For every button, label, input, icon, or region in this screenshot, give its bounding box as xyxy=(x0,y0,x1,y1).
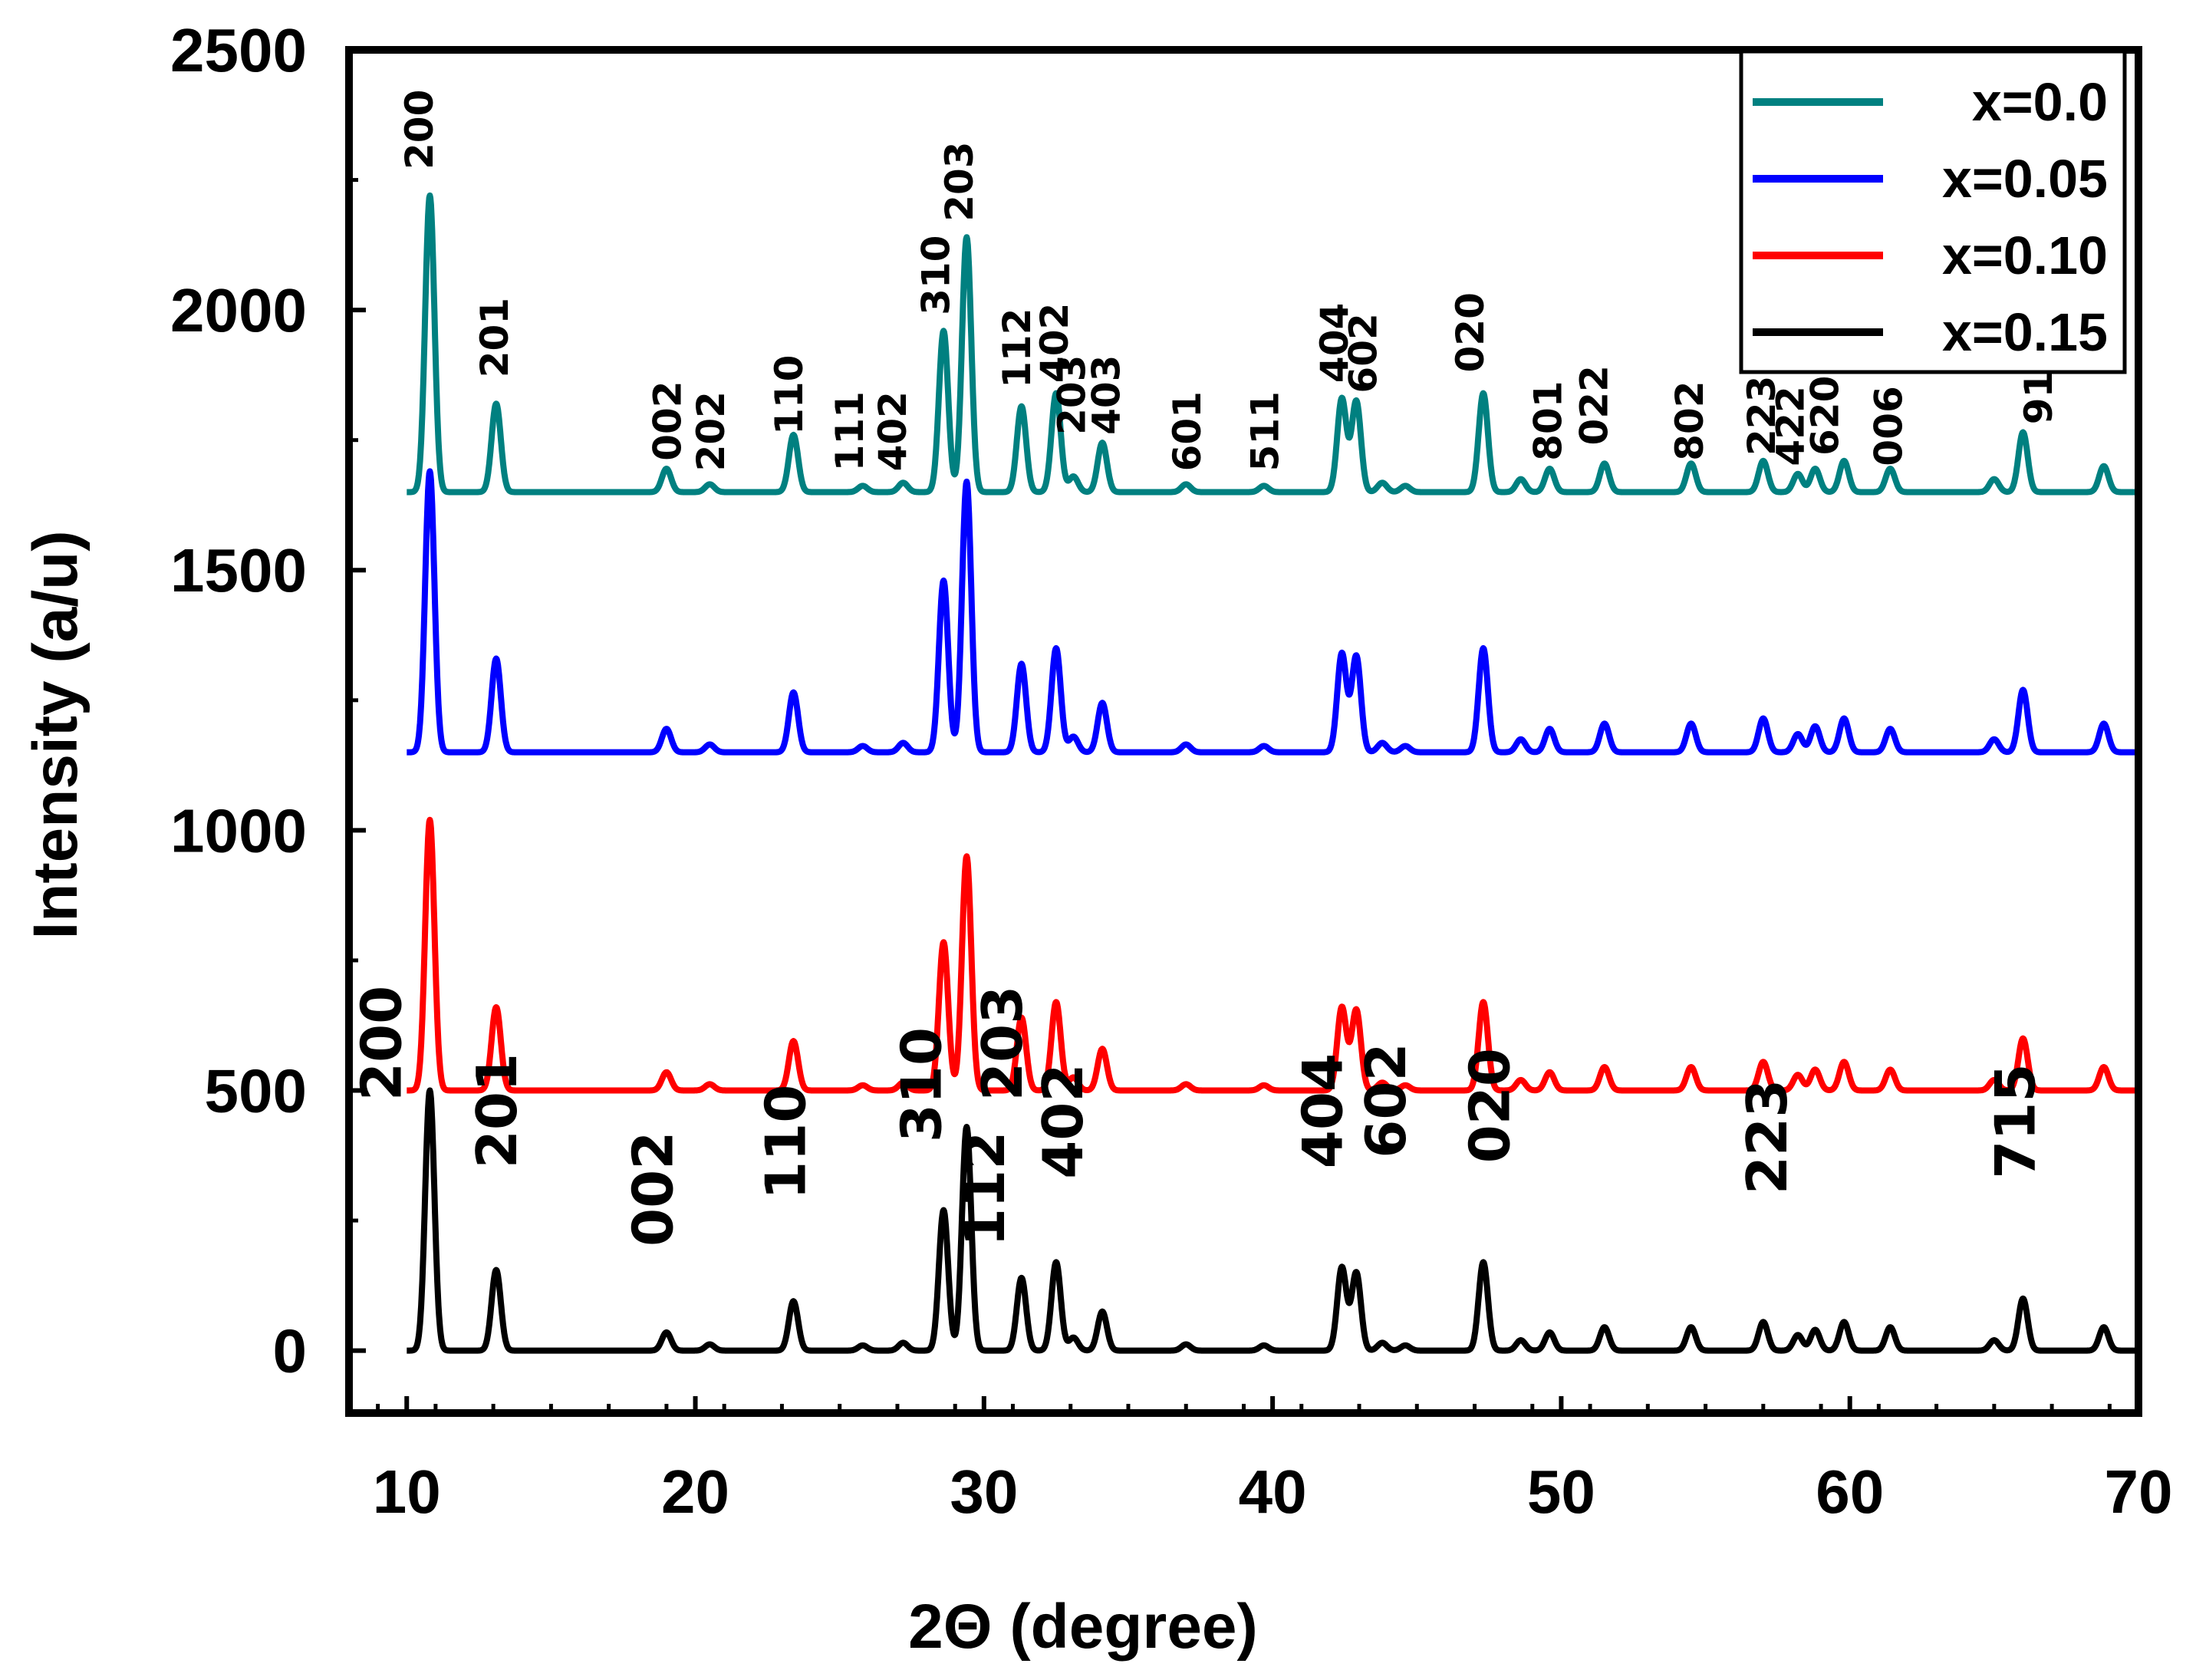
peak-label: 202 xyxy=(689,391,733,471)
y-tick-label: 2500 xyxy=(170,16,307,84)
peak-label-large: 402 xyxy=(1031,1064,1095,1179)
x-axis-title: 2Θ (degree) xyxy=(908,1592,1258,1662)
legend-label: x=0.0 xyxy=(1972,72,2108,132)
legend-label: x=0.10 xyxy=(1942,226,2108,285)
peak-label-large: 200 xyxy=(350,986,414,1101)
peak-label: 802 xyxy=(1668,380,1712,460)
peak-label: 620 xyxy=(1803,376,1848,456)
series-line-0 xyxy=(404,1087,2142,1354)
peak-label: 006 xyxy=(1866,386,1911,466)
y-tick-label: 500 xyxy=(205,1056,307,1125)
peak-label-large: 203 xyxy=(970,986,1035,1101)
peak-label-large: 002 xyxy=(621,1132,685,1247)
peak-label: 203 xyxy=(937,141,982,221)
x-tick-label: 50 xyxy=(1527,1458,1595,1526)
peak-label: 201 xyxy=(472,298,517,377)
peak-label: 602 xyxy=(1342,313,1386,393)
peak-label: 110 xyxy=(767,355,812,435)
peak-label: 403 xyxy=(1085,355,1129,435)
peak-label-large: 223 xyxy=(1735,1079,1799,1194)
x-tick-label: 30 xyxy=(950,1458,1018,1526)
y-tick-label: 1000 xyxy=(170,796,307,865)
peak-label: 801 xyxy=(1526,380,1570,460)
peak-label-large: 602 xyxy=(1354,1043,1418,1158)
peak-label: 020 xyxy=(1448,292,1493,372)
peak-label-large: 404 xyxy=(1290,1053,1355,1168)
peak-label-large: 715 xyxy=(1984,1064,2048,1179)
legend-entries: x=0.0 x=0.05 x=0.10 x=0.15 xyxy=(1753,72,2108,362)
peak-label-large: 020 xyxy=(1458,1048,1523,1163)
peak-label-large: 112 xyxy=(953,1132,1017,1247)
y-tick-label: 0 xyxy=(273,1317,308,1385)
legend-label: x=0.05 xyxy=(1942,149,2108,209)
x-tick-label: 60 xyxy=(1816,1458,1884,1526)
peak-label: 402 xyxy=(1032,303,1077,383)
axes-layer: 10 20 30 40 50 60 70 0 500 1000 1500 2000 2500 xyxy=(170,16,2172,1526)
x-tick-label: 20 xyxy=(661,1458,729,1526)
peak-label: 112 xyxy=(995,308,1039,388)
peak-label: 111 xyxy=(828,391,872,471)
peak-label: 601 xyxy=(1165,391,1210,471)
peak-label: 404 xyxy=(1312,303,1357,383)
peak-label-large: 310 xyxy=(889,1027,953,1142)
y-tick-label: 2000 xyxy=(170,276,307,344)
peak-label: 022 xyxy=(1572,365,1617,445)
y-axis-title: Intensity (a/u) xyxy=(21,530,91,939)
series-line-2 xyxy=(404,468,2142,756)
peak-label: 422 xyxy=(1769,386,1813,466)
peak-label: 203 xyxy=(1050,355,1095,435)
series-layer xyxy=(404,192,2142,1354)
peak-label: 002 xyxy=(646,380,690,460)
peak-label: 310 xyxy=(914,236,959,315)
x-tick-label: 10 xyxy=(373,1458,441,1526)
series-line-3 xyxy=(404,192,2142,496)
peak-label: 511 xyxy=(1243,391,1288,471)
peak-label: 223 xyxy=(1740,376,1784,456)
legend: x=0.0 x=0.05 x=0.10 x=0.15 xyxy=(1739,49,2127,374)
peak-label-large: 201 xyxy=(465,1053,529,1168)
legend-label: x=0.15 xyxy=(1942,302,2108,362)
x-tick-label: 40 xyxy=(1239,1458,1307,1526)
peak-label: 200 xyxy=(397,90,442,170)
peak-label: 402 xyxy=(871,391,915,471)
series-line-1 xyxy=(404,816,2142,1094)
x-tick-label: 70 xyxy=(2105,1458,2173,1526)
y-tick-label: 1500 xyxy=(170,536,307,604)
peak-label-large: 110 xyxy=(754,1085,818,1200)
